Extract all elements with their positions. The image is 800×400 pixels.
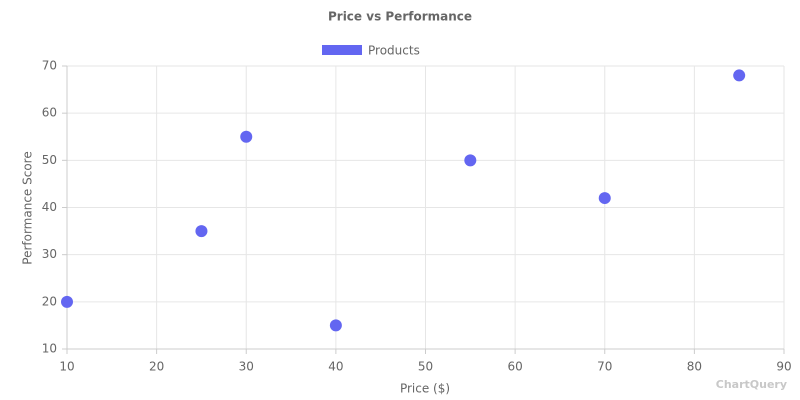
y-tick-label: 40 [42,200,57,214]
x-tick-label: 60 [507,360,522,374]
point [240,130,253,143]
y-tick-label: 20 [42,294,57,308]
watermark: ChartQuery [716,378,787,391]
x-tick-label: 10 [59,360,74,374]
point [733,69,746,82]
y-tick-label: 70 [42,59,57,73]
x-tick-label: 50 [418,360,433,374]
y-tick-label: 30 [42,247,57,261]
y-axis-label: Performance Score [21,151,35,264]
x-tick-label: 70 [597,360,612,374]
y-tick-label: 10 [42,342,57,356]
point [598,192,611,205]
point [329,319,342,332]
chart-title: Price vs Performance [328,10,472,24]
x-tick-label: 80 [687,360,702,374]
point [61,295,73,308]
x-axis-label: Price ($) [400,382,450,396]
legend-label: Products [368,44,420,58]
legend-swatch [322,45,362,55]
x-tick-label: 90 [776,360,791,374]
x-tick-label: 40 [328,360,343,374]
x-tick-label: 20 [149,360,164,374]
y-tick-label: 50 [42,153,57,167]
y-tick-label: 60 [42,106,57,120]
x-tick-label: 30 [239,360,254,374]
point [195,225,208,238]
point [464,154,477,167]
